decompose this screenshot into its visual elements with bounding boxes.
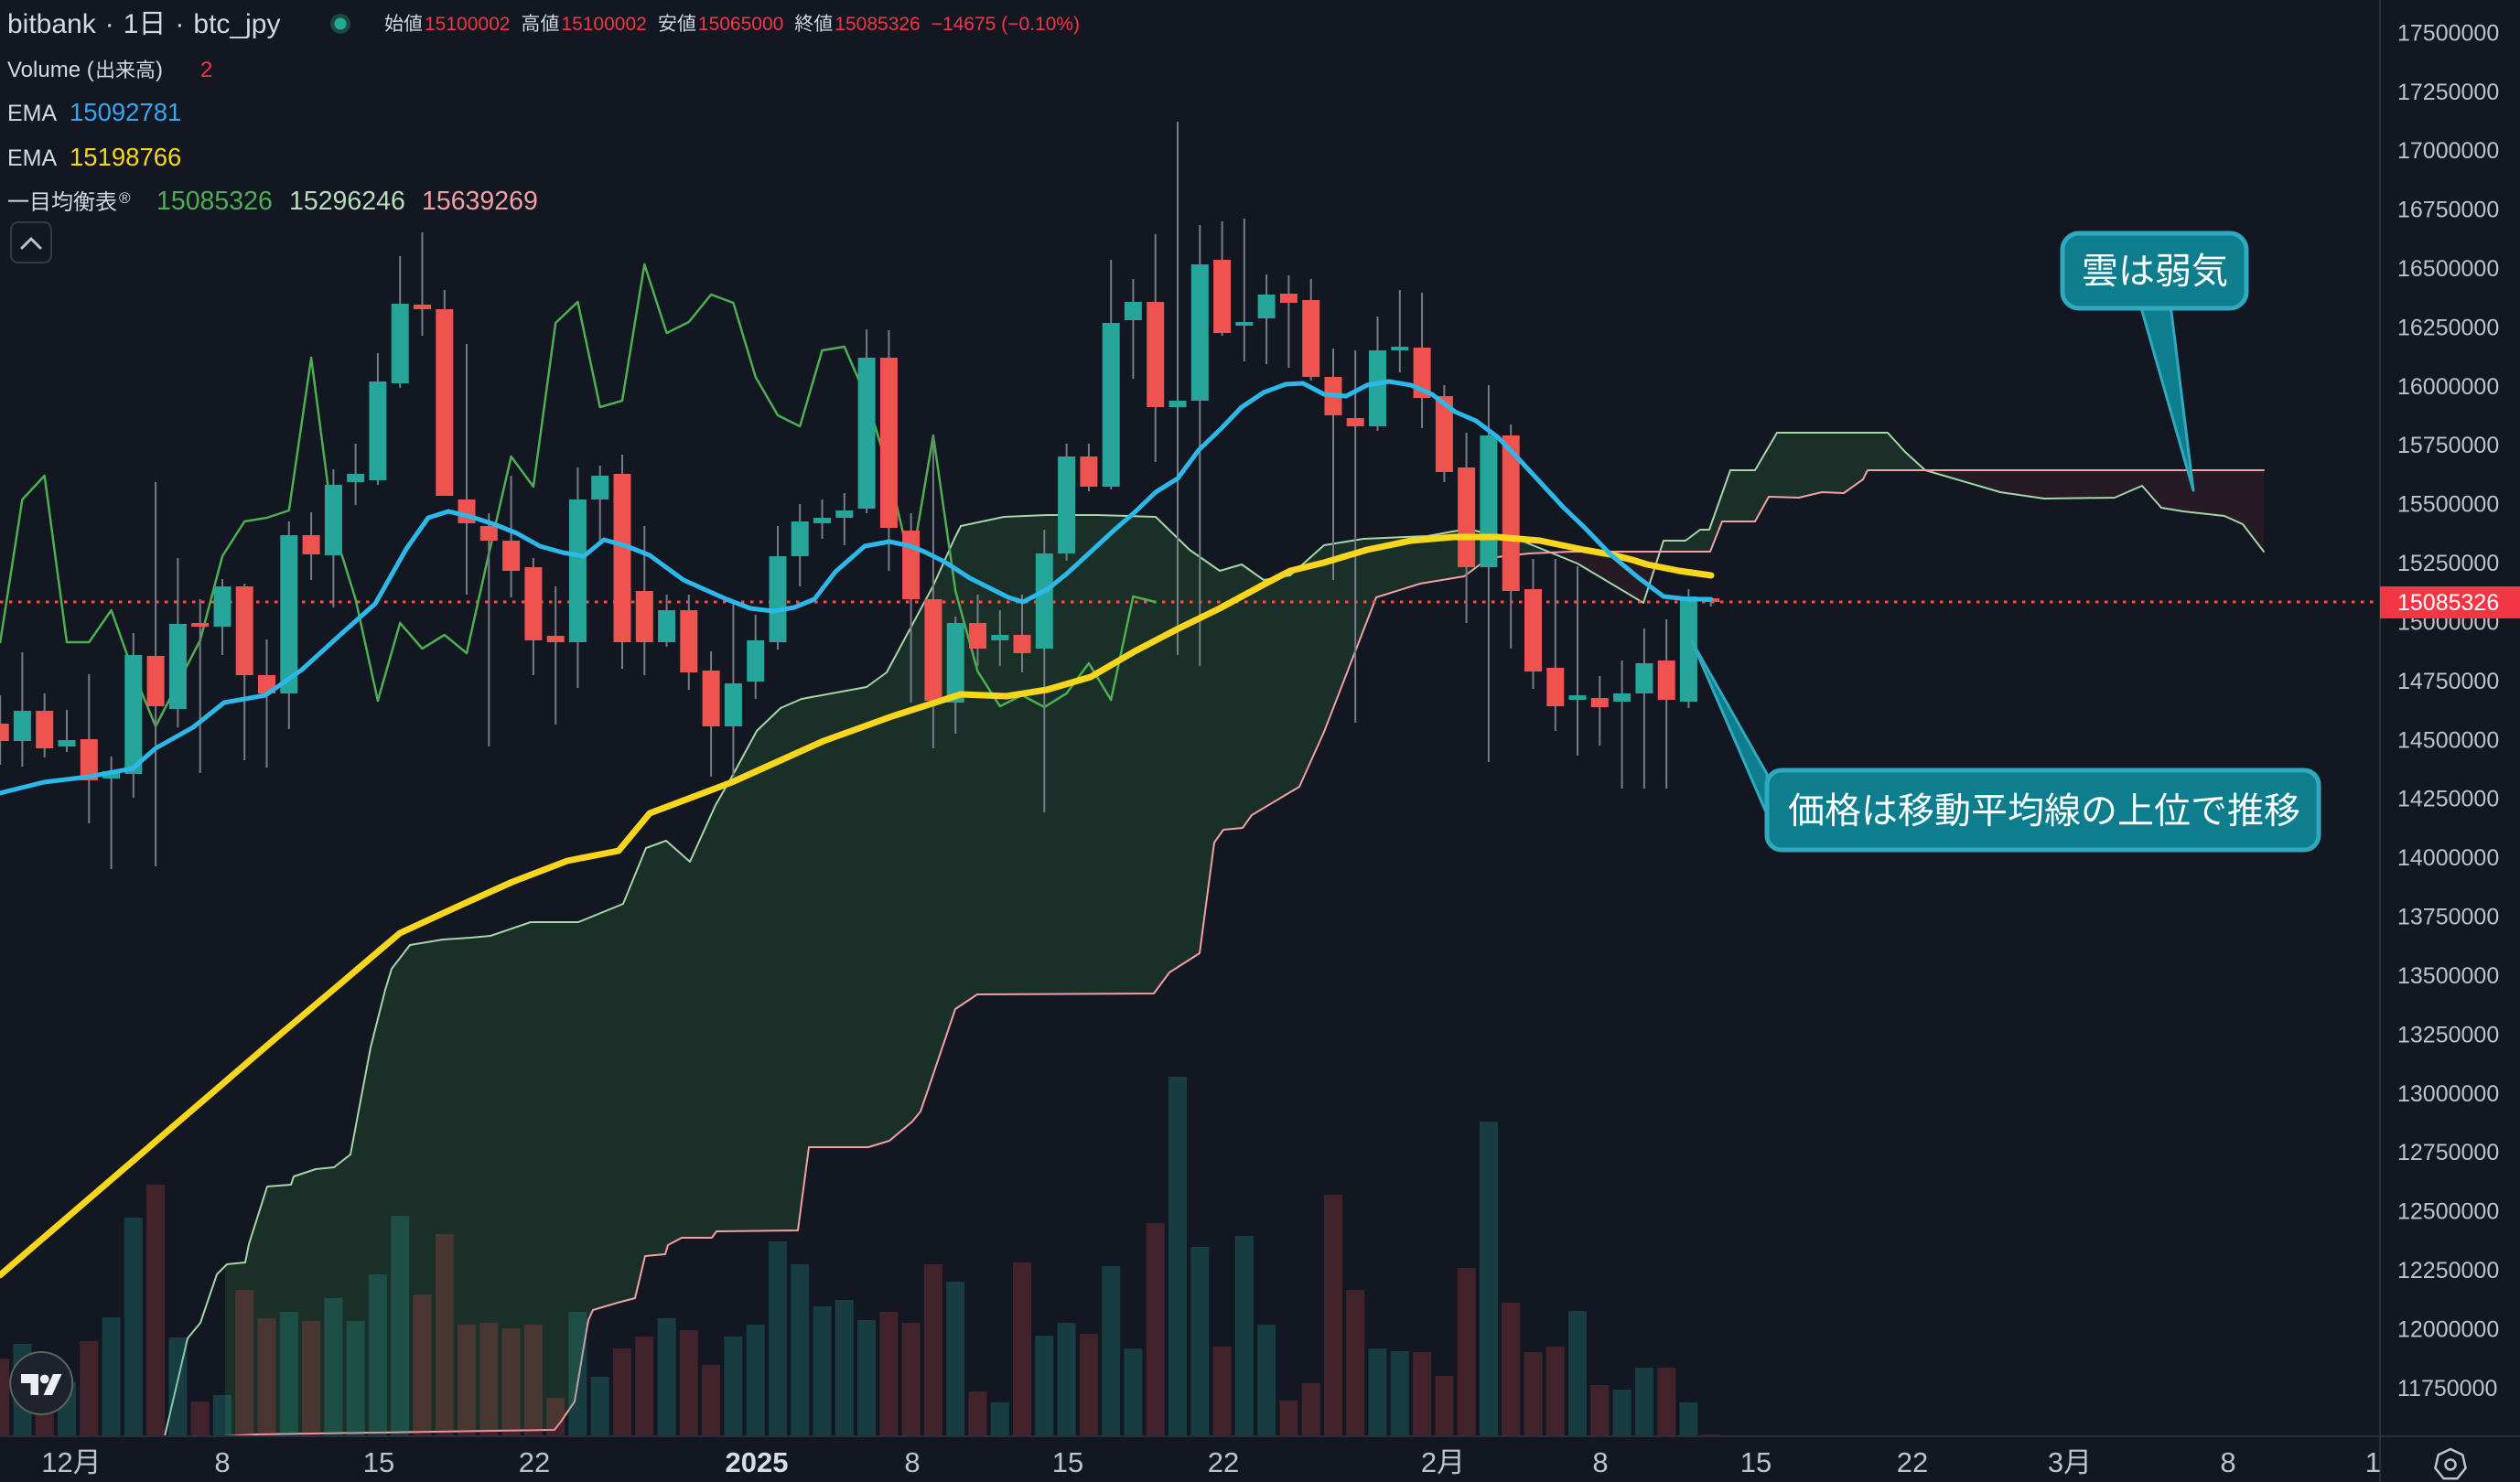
svg-text:17250000: 17250000 [2397,80,2499,105]
svg-text:13250000: 13250000 [2397,1022,2499,1047]
svg-text:®: ® [119,189,131,207]
svg-text:15085326: 15085326 [835,14,920,35]
svg-text:EMA: EMA [7,101,58,126]
svg-text:13500000: 13500000 [2397,963,2499,989]
svg-text:2025: 2025 [726,1446,789,1478]
svg-text:8: 8 [904,1446,920,1478]
svg-text:bitbank: bitbank [7,9,97,39]
svg-text:): ) [156,58,163,82]
svg-text:14000000: 14000000 [2397,845,2499,871]
svg-text:13750000: 13750000 [2397,905,2499,930]
svg-text:14250000: 14250000 [2397,787,2499,812]
svg-text:15: 15 [1740,1446,1772,1478]
svg-text:2: 2 [200,58,212,82]
svg-text:15100002: 15100002 [561,14,646,35]
svg-text:15: 15 [1052,1446,1083,1478]
svg-text:14500000: 14500000 [2397,727,2499,753]
svg-text:15100002: 15100002 [425,14,510,35]
svg-text:8: 8 [214,1446,230,1478]
svg-text:16000000: 16000000 [2397,374,2499,400]
svg-text:15: 15 [2365,1446,2396,1478]
svg-text:22: 22 [1208,1446,1239,1478]
svg-text:15: 15 [363,1446,394,1478]
svg-text:Volume (: Volume ( [7,58,94,82]
svg-text:−14675 (−0.10%): −14675 (−0.10%) [932,14,1080,35]
svg-text:14750000: 14750000 [2397,669,2499,694]
svg-text:8: 8 [2220,1446,2235,1478]
svg-text:2: 2 [1421,1446,1437,1478]
svg-text:3: 3 [2048,1446,2063,1478]
svg-text:·: · [105,9,114,39]
svg-text:12250000: 12250000 [2397,1258,2499,1283]
svg-text:·: · [175,9,184,39]
svg-text:15198766: 15198766 [70,143,181,171]
svg-text:15065000: 15065000 [698,14,783,35]
svg-text:11750000: 11750000 [2397,1376,2497,1401]
svg-text:15500000: 15500000 [2397,492,2499,518]
svg-text:15296246: 15296246 [289,187,405,216]
svg-text:15250000: 15250000 [2397,551,2499,576]
svg-text:16750000: 16750000 [2397,198,2499,223]
svg-text:16250000: 16250000 [2397,315,2499,340]
svg-text:15092781: 15092781 [70,98,181,126]
svg-text:EMA: EMA [7,145,58,171]
svg-text:12000000: 12000000 [2397,1316,2499,1342]
svg-text:12500000: 12500000 [2397,1199,2499,1225]
svg-text:15085326: 15085326 [156,187,273,216]
svg-text:15639269: 15639269 [422,187,538,216]
svg-text:15750000: 15750000 [2397,433,2499,458]
svg-text:btc_jpy: btc_jpy [193,9,280,39]
svg-text:12: 12 [41,1446,72,1478]
svg-text:17000000: 17000000 [2397,138,2499,164]
svg-text:17500000: 17500000 [2397,20,2499,46]
svg-text:13000000: 13000000 [2397,1081,2499,1107]
svg-text:8: 8 [1592,1446,1608,1478]
svg-text:1: 1 [124,9,139,39]
svg-text:15085326: 15085326 [2397,590,2499,616]
svg-text:22: 22 [1897,1446,1928,1478]
svg-text:16500000: 16500000 [2397,256,2499,282]
svg-text:22: 22 [519,1446,550,1478]
svg-text:12750000: 12750000 [2397,1140,2499,1165]
